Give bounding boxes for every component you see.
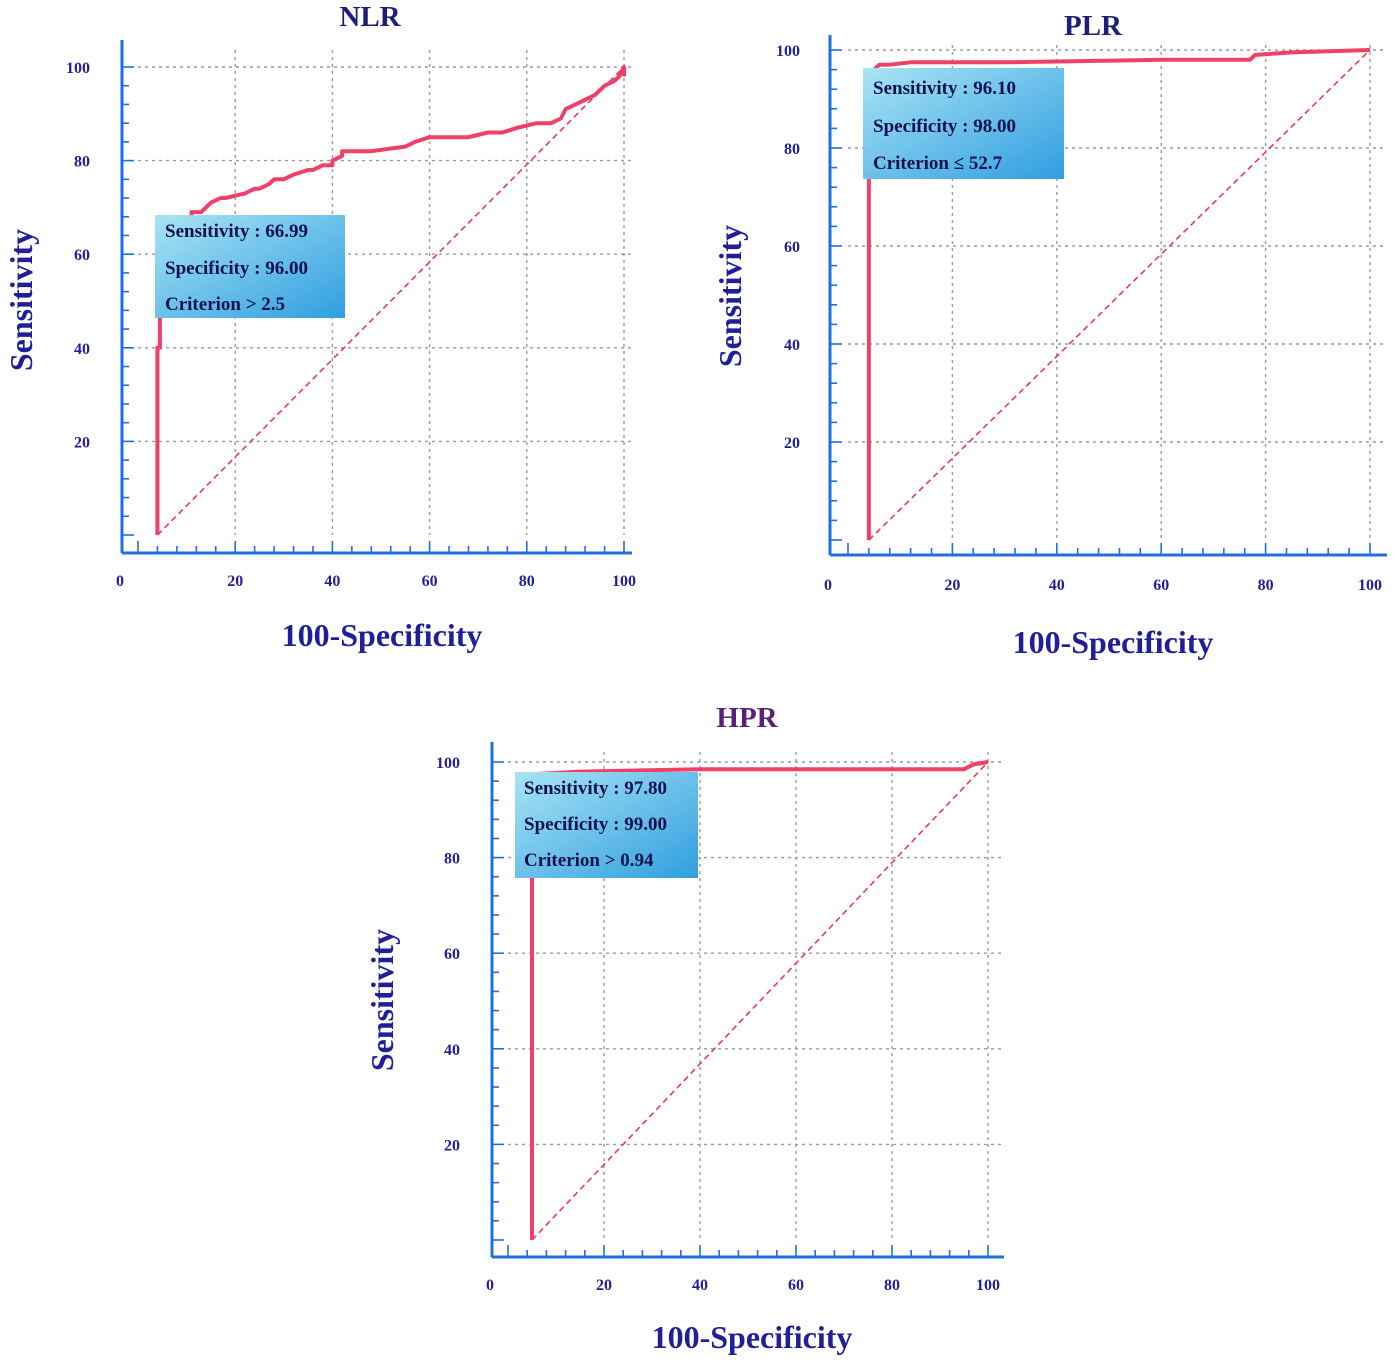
plr-x-tick-label: 40 [1049,577,1065,594]
plr-chart-title: PLR [1064,10,1123,42]
hpr-chart-title: HPR [716,702,778,734]
hpr-axes [490,742,1004,1259]
plr-info-box-background [863,68,1064,179]
nlr-grid [138,50,632,535]
plr-x-tick-label: 20 [944,577,960,594]
nlr-x-axis-label: 100-Specificity [282,617,483,653]
nlr-y-tick-label: 60 [74,247,90,264]
hpr-reference-line [531,761,989,1241]
nlr-x-tick-label: 20 [227,573,243,590]
nlr-reference-line [156,66,625,536]
nlr-y-tick-label: 100 [66,60,90,77]
plr-axes [828,35,1387,557]
hpr-x-tick-label: 80 [884,1277,900,1294]
nlr-info-box-background [155,215,345,318]
plr-x-tick-label: 60 [1153,577,1169,594]
nlr-x-tick-label: 80 [519,573,535,590]
plr-specificity-value: Specificity : 98.00 [873,116,1016,137]
hpr-grid [508,752,1004,1240]
hpr-y-tick-label: 80 [444,851,460,868]
hpr-specificity-value: Specificity : 99.00 [524,814,667,835]
hpr-y-tick-label: 60 [444,946,460,963]
plr-x-axis-label: 100-Specificity [1013,624,1214,660]
plr-y-axis-label: Sensitivity [712,225,748,367]
nlr-y-tick-label: 20 [74,434,90,451]
plr-info-box: Sensitivity : 96.10 Specificity : 98.00 … [863,68,1064,179]
hpr-info-box-background [515,772,698,878]
hpr-y-axis-label: Sensitivity [364,929,400,1071]
hpr-x-tick-label: 60 [788,1277,804,1294]
nlr-x-tick-label: 40 [324,573,340,590]
hpr-ticks: 0 20 40 60 80 100 20 40 60 80 100 [436,755,1000,1294]
plr-ticks: 0 20 40 60 80 100 20 40 60 80 100 [776,43,1382,594]
plr-y-tick-label: 80 [784,141,800,158]
hpr-criterion-value: Criterion > 0.94 [524,850,654,871]
plr-x-tick-label: 80 [1258,577,1274,594]
nlr-criterion-value: Criterion > 2.5 [165,294,285,315]
nlr-reference-diagonal [156,66,625,536]
nlr-x-tick-label: 0 [116,573,124,590]
hpr-y-tick-label: 20 [444,1137,460,1154]
nlr-x-tick-label: 60 [422,573,438,590]
hpr-x-axis-label: 100-Specificity [652,1319,853,1355]
plr-y-tick-label: 40 [784,337,800,354]
plr-x-tick-label: 100 [1358,577,1382,594]
hpr-x-tick-label: 20 [596,1277,612,1294]
hpr-x-tick-label: 100 [976,1277,1000,1294]
nlr-y-axis-label: Sensitivity [3,229,39,371]
hpr-reference-diagonal [531,761,989,1241]
nlr-ticks: 0 20 40 60 80 100 20 40 60 80 100 [66,60,636,590]
hpr-y-tick-label: 100 [436,755,460,772]
plr-reference-diagonal [868,49,1371,541]
nlr-chart-title: NLR [339,1,401,33]
hpr-y-tick-label: 40 [444,1042,460,1059]
hpr-sensitivity-value: Sensitivity : 97.80 [524,778,667,799]
nlr-y-tick-label: 80 [74,154,90,171]
plr-y-tick-label: 20 [784,435,800,452]
plr-roc-chart: PLR 0 20 40 60 80 100 20 40 60 80 100 Sensitivity … [712,10,1387,660]
nlr-roc-chart: NLR 0 20 40 60 80 100 20 40 60 80 100 Sensitivity … [3,1,636,653]
plr-x-tick-label: 0 [824,577,832,594]
hpr-info-box: Sensitivity : 97.80 Specificity : 99.00 … [515,772,698,878]
hpr-x-tick-label: 40 [692,1277,708,1294]
nlr-sensitivity-value: Sensitivity : 66.99 [165,221,308,242]
plr-grid [848,45,1387,540]
plr-y-tick-label: 100 [776,43,800,60]
plr-criterion-value: Criterion ≤ 52.7 [873,153,1003,174]
plr-sensitivity-value: Sensitivity : 96.10 [873,78,1016,99]
hpr-roc-chart: HPR 0 20 40 60 80 100 20 40 60 80 100 Sensitivity … [364,702,1004,1355]
nlr-y-tick-label: 40 [74,341,90,358]
hpr-x-tick-label: 0 [486,1277,494,1294]
plr-y-tick-label: 60 [784,239,800,256]
nlr-x-tick-label: 100 [612,573,636,590]
nlr-specificity-value: Specificity : 96.00 [165,258,308,279]
nlr-info-box: Sensitivity : 66.99 Specificity : 96.00 … [155,215,345,318]
plr-reference-line [868,49,1371,541]
